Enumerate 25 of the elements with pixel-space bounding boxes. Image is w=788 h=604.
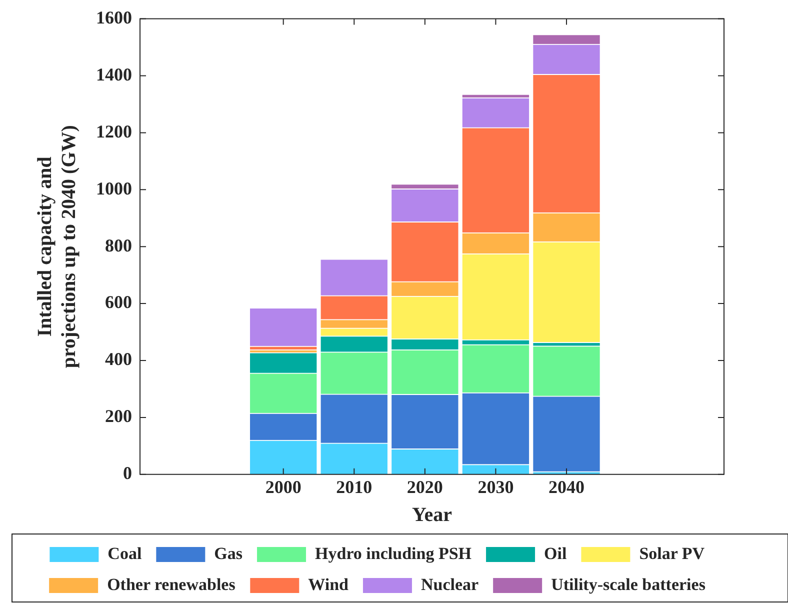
x-tick-label: 2000 bbox=[265, 476, 302, 497]
x-tick-label: 2030 bbox=[478, 476, 514, 497]
y-tick-label: 800 bbox=[105, 235, 132, 256]
legend-label: Solar PV bbox=[639, 544, 706, 563]
x-tick-label: 2040 bbox=[548, 476, 584, 497]
y-tick-label: 1200 bbox=[96, 121, 132, 142]
y-tick-label: 1600 bbox=[96, 7, 132, 28]
y-tick-label: 200 bbox=[105, 406, 132, 426]
x-tick-label: 2010 bbox=[336, 476, 372, 497]
y-axis-title: Intalled capacity and projections up to 2040 (GW) bbox=[34, 125, 80, 368]
legend-label: Nuclear bbox=[420, 574, 480, 594]
x-axis-title: Year bbox=[412, 504, 452, 526]
legend-label: Other renewables bbox=[107, 574, 236, 594]
x-tick-label: 2020 bbox=[406, 476, 443, 497]
legend-label: Hydro including PSH bbox=[315, 544, 472, 563]
y-tick-label: 0 bbox=[123, 463, 132, 484]
y-tick-label: 1000 bbox=[96, 178, 132, 198]
legend-label: Gas bbox=[214, 544, 243, 563]
y-tick-label: 1400 bbox=[96, 64, 132, 84]
y-tick-label: 400 bbox=[105, 349, 132, 370]
legend-label: Coal bbox=[108, 544, 142, 563]
legend-label: Wind bbox=[308, 574, 350, 594]
y-tick-label: 600 bbox=[105, 292, 132, 312]
legend-label: Oil bbox=[544, 544, 567, 563]
legend-label: Utility-scale batteries bbox=[551, 574, 706, 594]
